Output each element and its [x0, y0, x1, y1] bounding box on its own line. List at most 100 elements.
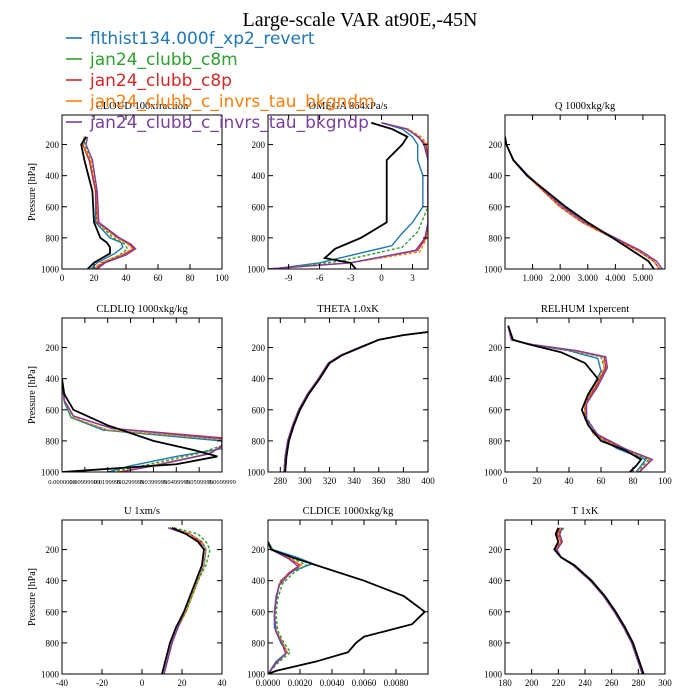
series-group	[161, 526, 211, 674]
x-tick-label: 2.000	[550, 273, 571, 283]
series-line	[268, 541, 308, 674]
series-line	[268, 122, 428, 269]
plot-frame	[267, 317, 429, 473]
y-tick-label: 600	[489, 405, 503, 415]
y-tick-label: 200	[46, 140, 60, 150]
panel-title: CLDICE 1000xkg/kg	[303, 506, 394, 517]
y-tick-label: 800	[252, 233, 266, 243]
x-tick-label: 320	[323, 476, 337, 486]
y-tick-label: 1000	[41, 265, 60, 275]
panel-title: CLDLIQ 1000xkg/kg	[96, 304, 188, 315]
y-tick-label: 200	[489, 140, 503, 150]
legend-label: jan24_clubb_c8m	[89, 50, 238, 70]
x-tick-label: 80	[629, 476, 639, 486]
y-tick-label: 1000	[484, 468, 503, 478]
x-tick-label: 0.0199999	[94, 479, 122, 486]
x-tick-label: 220	[552, 678, 566, 688]
plot-frame	[267, 519, 429, 675]
y-tick-label: 600	[489, 607, 503, 617]
panel-2: OMEGA 864xPa/s 200 400 600 800 1000 -9 -6 -3 0 3	[247, 101, 429, 283]
series-line	[80, 136, 111, 269]
plot-frame	[61, 114, 223, 270]
x-tick-label: -9	[285, 273, 293, 283]
x-tick-label: 20	[178, 678, 188, 688]
panel-5: THETA 1.0xK 200 400 600 800 1000 280 300 320 340 3…	[247, 304, 435, 486]
y-tick-label: 1000	[41, 670, 60, 680]
x-tick-label: 0.0020	[288, 678, 313, 688]
plot-frame	[267, 114, 429, 270]
x-tick-label: 80	[186, 273, 196, 283]
y-tick-label: 800	[489, 436, 503, 446]
plot-frame	[504, 519, 666, 675]
x-tick-label: 40	[565, 476, 575, 486]
series-group	[268, 541, 427, 674]
series-line	[507, 325, 643, 472]
x-tick-label: 0.0080	[384, 678, 409, 688]
series-line	[553, 527, 645, 674]
series-line	[82, 136, 136, 269]
x-tick-label: 340	[347, 476, 361, 486]
series-line	[556, 527, 643, 674]
series-group	[553, 527, 645, 674]
y-tick-label: 800	[489, 233, 503, 243]
y-tick-label: 800	[252, 638, 266, 648]
legend-entry: jan24_clubb_c_invrs_tau_bkgndm	[66, 92, 375, 112]
y-tick-label: 800	[46, 638, 60, 648]
panel-title: U 1xm/s	[124, 506, 160, 517]
series-group	[283, 331, 428, 472]
legend-label: flthist134.000f_xp2_revert	[90, 29, 315, 49]
series-line	[283, 331, 428, 472]
y-tick-label: 800	[46, 436, 60, 446]
y-tick-label: 1000	[247, 468, 266, 478]
y-tick-label: 400	[489, 171, 503, 181]
legend: flthist134.000f_xp2_revertjan24_clubb_c8…	[66, 29, 375, 133]
series-line	[62, 378, 222, 472]
y-tick-label: 600	[46, 607, 60, 617]
x-tick-label: 0.0399999	[140, 479, 168, 486]
y-tick-label: 200	[252, 343, 266, 353]
series-line	[163, 527, 205, 674]
x-tick-label: 40	[122, 273, 132, 283]
x-tick-label: -20	[96, 678, 108, 688]
panel-title: OMEGA 864xPa/s	[308, 101, 387, 112]
x-tick-label: 3.000	[578, 273, 599, 283]
x-tick-label: 280	[632, 678, 646, 688]
y-tick-label: 400	[489, 576, 503, 586]
series-line	[62, 378, 222, 472]
series-group	[268, 121, 428, 269]
y-tick-label: 800	[489, 638, 503, 648]
series-line	[284, 331, 428, 472]
x-tick-label: 200	[525, 678, 539, 688]
x-tick-label: 0	[60, 273, 65, 283]
y-tick-label: 1000	[247, 265, 266, 275]
x-tick-label: 360	[372, 476, 386, 486]
x-tick-label: 260	[605, 678, 619, 688]
y-tick-label: 200	[489, 343, 503, 353]
series-line	[273, 122, 428, 269]
x-tick-label: 20	[90, 273, 100, 283]
plot-frame	[504, 114, 666, 270]
panel-title: RELHUM 1xpercent	[541, 304, 629, 315]
legend-entry: flthist134.000f_xp2_revert	[66, 29, 315, 49]
series-line	[82, 136, 134, 269]
x-tick-label: -6	[316, 273, 324, 283]
series-line	[268, 122, 428, 269]
series-group	[505, 136, 663, 269]
series-line	[554, 527, 643, 674]
x-tick-label: 240	[578, 678, 592, 688]
x-tick-label: 400	[421, 476, 435, 486]
x-tick-label: 60	[597, 476, 607, 486]
y-tick-label: 800	[252, 436, 266, 446]
series-line	[268, 541, 300, 674]
x-tick-label: 0	[140, 678, 145, 688]
x-tick-label: 0.0060	[352, 678, 377, 688]
y-axis-label: Pressure [hPa]	[27, 568, 38, 626]
x-tick-label: 0.0299999	[117, 479, 145, 486]
legend-entry: jan24_clubb_c_invrs_tau_bkgndp	[66, 113, 369, 133]
series-line	[62, 378, 218, 472]
y-tick-label: 600	[252, 607, 266, 617]
x-tick-label: 0.0599999	[185, 479, 213, 486]
